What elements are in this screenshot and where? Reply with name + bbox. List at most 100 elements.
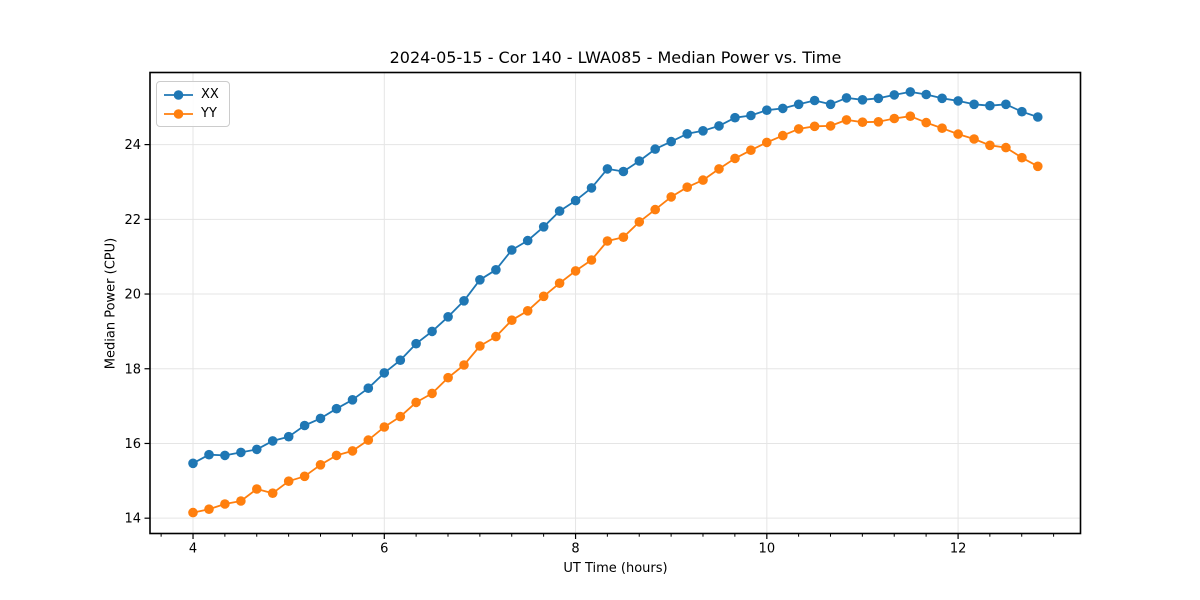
- data-point-xx: [857, 95, 868, 105]
- data-point-xx: [283, 431, 294, 442]
- data-point-yy: [299, 471, 310, 482]
- data-point-yy: [331, 450, 342, 461]
- data-point-xx: [315, 413, 326, 424]
- data-point-yy: [682, 182, 692, 192]
- data-point-yy: [618, 232, 629, 242]
- x-tick-label: 12: [950, 542, 967, 557]
- data-point-yy: [427, 388, 437, 399]
- data-point-xx: [921, 89, 931, 100]
- data-point-xx: [443, 312, 453, 322]
- data-point-yy: [475, 341, 485, 351]
- data-point-yy: [841, 115, 852, 125]
- y-tick-label: 18: [124, 362, 141, 377]
- data-point-yy: [570, 266, 581, 276]
- data-point-yy: [586, 255, 597, 265]
- data-point-yy: [889, 113, 900, 124]
- data-point-yy: [538, 291, 549, 302]
- data-point-xx: [650, 144, 660, 154]
- legend-label-yy: YY: [201, 105, 217, 121]
- y-tick-label: 14: [124, 512, 141, 527]
- legend-item-yy: YY: [163, 105, 219, 122]
- data-point-xx: [220, 450, 230, 461]
- data-point-yy: [395, 411, 406, 422]
- series-line-xx: [192, 91, 1039, 465]
- data-point-yy: [459, 360, 469, 370]
- data-point-xx: [554, 206, 565, 216]
- data-point-xx: [427, 326, 437, 337]
- data-point-xx: [969, 99, 979, 110]
- data-point-yy: [220, 499, 230, 509]
- chart-title: 2024-05-15 - Cor 140 - LWA085 - Median P…: [389, 48, 842, 67]
- data-point-xx: [236, 447, 246, 458]
- x-tick-label: 4: [189, 542, 197, 557]
- data-point-yy: [793, 124, 804, 134]
- data-point-xx: [793, 99, 804, 110]
- data-point-yy: [985, 140, 995, 151]
- data-point-yy: [347, 446, 358, 456]
- legend-swatch-xx-line-marker-icon: [164, 89, 193, 100]
- data-point-xx: [251, 444, 262, 455]
- data-point-yy: [283, 476, 294, 487]
- data-point-yy: [1033, 161, 1043, 172]
- data-point-xx: [762, 105, 772, 115]
- y-tick-label: 22: [124, 213, 141, 228]
- data-point-xx: [1017, 106, 1027, 117]
- data-point-xx: [618, 166, 629, 177]
- data-point-xx: [331, 403, 342, 414]
- data-point-xx: [666, 136, 676, 147]
- x-axis-label: UT Time (hours): [563, 561, 668, 576]
- data-point-yy: [762, 137, 772, 148]
- data-point-xx: [714, 121, 724, 131]
- plot-spines: [149, 71, 1082, 535]
- data-point-yy: [905, 111, 916, 121]
- data-point-yy: [251, 484, 262, 494]
- data-point-xx: [586, 183, 597, 193]
- data-point-yy: [937, 123, 947, 133]
- data-point-yy: [443, 372, 453, 383]
- data-point-yy: [554, 278, 565, 289]
- data-point-xx: [825, 99, 836, 110]
- data-point-xx: [937, 93, 947, 104]
- data-point-yy: [379, 422, 390, 432]
- data-point-xx: [363, 383, 374, 394]
- data-point-xx: [809, 95, 820, 106]
- data-point-yy: [921, 117, 931, 128]
- data-point-xx: [953, 96, 963, 106]
- x-tick-label: 10: [759, 542, 776, 557]
- data-point-yy: [714, 164, 724, 174]
- data-point-xx: [299, 420, 310, 431]
- legend-item-xx: XX: [163, 86, 219, 103]
- data-point-xx: [602, 164, 613, 174]
- data-point-yy: [188, 507, 198, 518]
- data-point-yy: [491, 331, 501, 342]
- data-point-xx: [841, 93, 852, 103]
- data-point-xx: [347, 395, 358, 405]
- y-tick-label: 24: [124, 138, 141, 153]
- data-point-xx: [1033, 112, 1043, 122]
- data-point-yy: [267, 488, 278, 499]
- data-point-yy: [666, 192, 676, 202]
- data-point-xx: [395, 355, 406, 366]
- data-point-yy: [602, 236, 613, 246]
- data-point-xx: [778, 103, 788, 114]
- data-point-xx: [522, 235, 533, 246]
- data-point-xx: [698, 126, 708, 136]
- data-point-xx: [491, 265, 501, 275]
- x-tick-label: 8: [571, 542, 579, 557]
- data-point-xx: [1001, 99, 1011, 110]
- data-point-xx: [188, 458, 198, 469]
- series-line-yy: [192, 115, 1039, 514]
- data-point-yy: [778, 130, 788, 141]
- data-point-yy: [522, 306, 533, 316]
- data-point-xx: [746, 110, 756, 121]
- data-point-xx: [538, 222, 549, 232]
- data-point-xx: [267, 436, 278, 446]
- y-axis-label: Median Power (CPU): [103, 237, 119, 370]
- data-point-yy: [650, 204, 660, 215]
- data-point-xx: [905, 87, 916, 97]
- data-point-xx: [475, 275, 485, 285]
- y-tick-label: 20: [124, 288, 141, 303]
- data-point-yy: [873, 117, 884, 127]
